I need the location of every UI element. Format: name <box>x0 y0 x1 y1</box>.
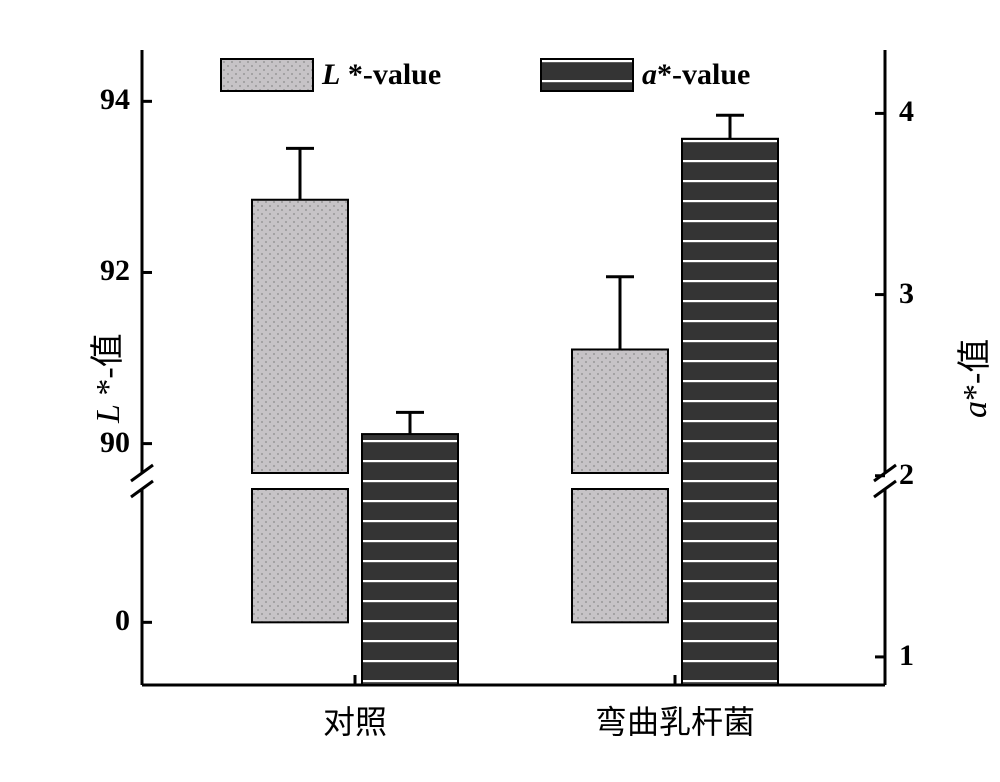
legend-item: L *-value <box>220 58 441 92</box>
y-right-tick: 1 <box>899 639 914 673</box>
legend-swatch <box>220 58 314 92</box>
y-right-tick: 3 <box>899 277 914 311</box>
y-right-tick: 2 <box>899 458 914 492</box>
x-category-label: 弯曲乳杆菌 <box>555 697 795 743</box>
legend-label: L *-value <box>322 58 441 92</box>
chart-svg <box>0 0 1000 777</box>
y-left-tick: 94 <box>100 83 130 117</box>
y-left-tick: 90 <box>100 426 130 460</box>
y-left-tick: 92 <box>100 254 130 288</box>
y-left-title: L *-值 <box>80 333 129 423</box>
x-category-label: 对照 <box>235 697 475 743</box>
legend-item: a*-value <box>540 58 750 92</box>
legend-label: a*-value <box>642 58 750 92</box>
y-right-title: a*-值 <box>947 338 996 417</box>
bar-chart: 94 92 90 0 4 3 2 1 对照 弯曲乳杆菌 L *-值 a*-值 L *-value a*-v… <box>0 0 1000 777</box>
y-left-tick: 0 <box>115 604 130 638</box>
legend-swatch <box>540 58 634 92</box>
y-right-tick: 4 <box>899 95 914 129</box>
